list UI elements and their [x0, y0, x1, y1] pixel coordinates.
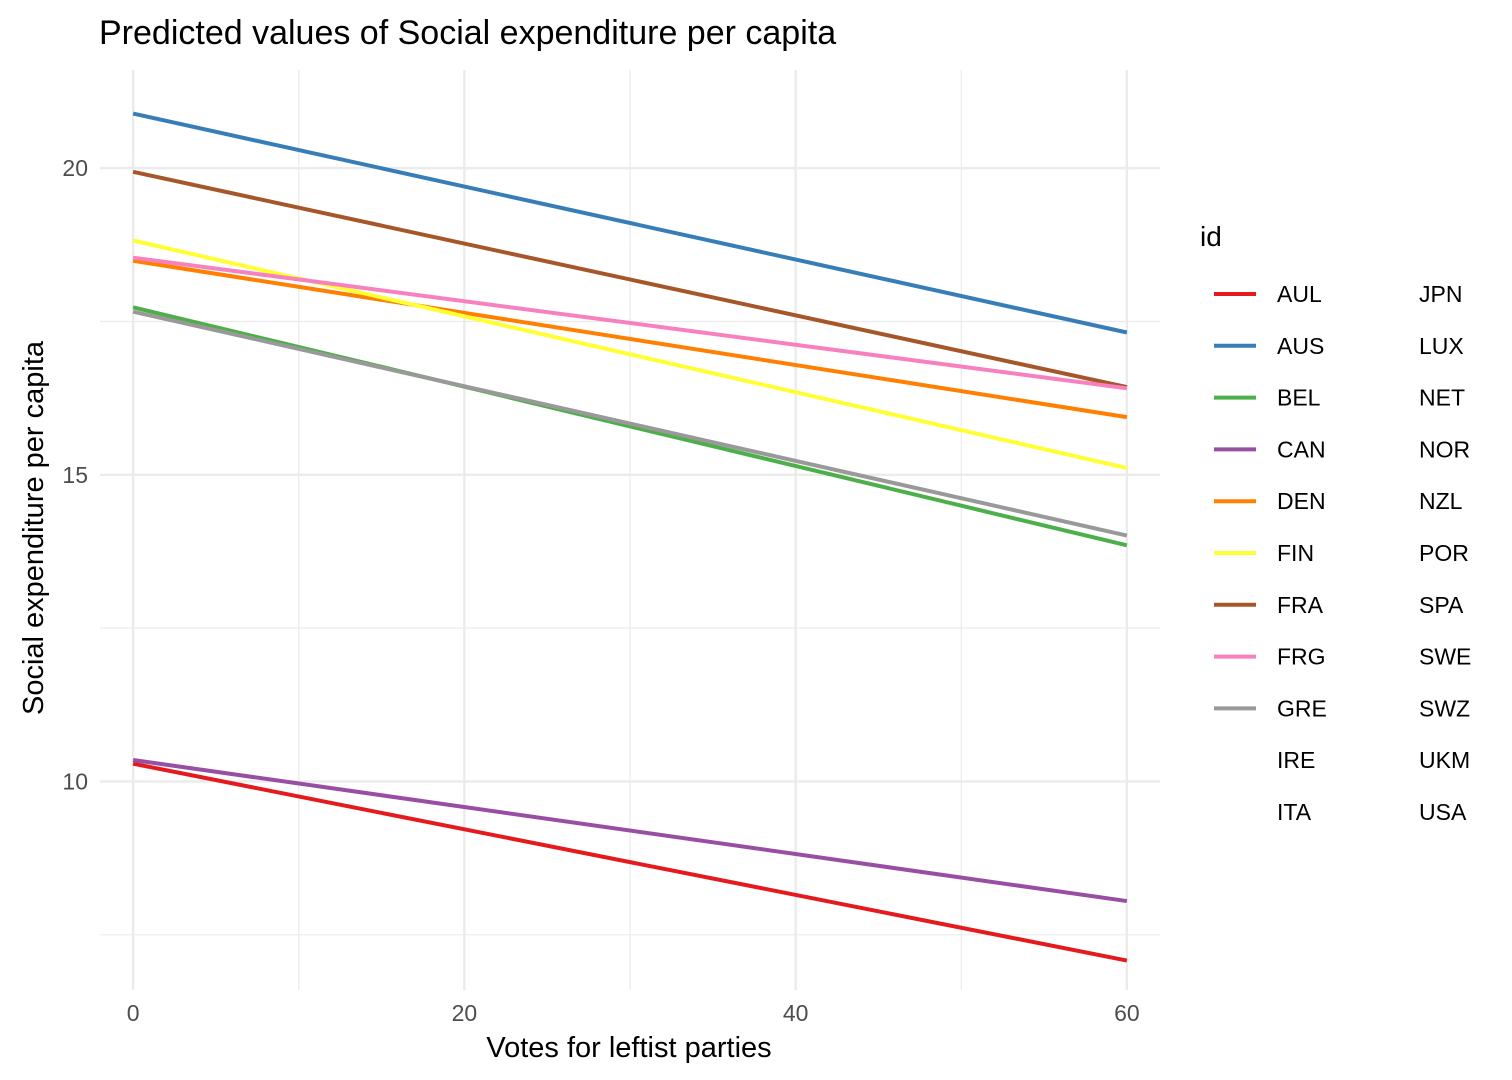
legend-label-fra: FRA	[1277, 592, 1324, 618]
series-line-aul	[132, 761, 1128, 963]
x-tick-label: 60	[1114, 1000, 1140, 1026]
legend-label-spa: SPA	[1419, 592, 1464, 618]
legend-label-aus: AUS	[1277, 333, 1324, 359]
legend: id AUL AUS BEL CAN DEN FIN FRA FRG GRE IRE ITA JPN L…	[1200, 221, 1471, 825]
series-line-gre	[132, 309, 1128, 538]
legend-label-nzl: NZL	[1419, 488, 1463, 514]
legend-label-net: NET	[1419, 385, 1465, 411]
x-axis-title: Votes for leftist parties	[486, 1032, 771, 1064]
legend-label-ukm: UKM	[1419, 747, 1470, 773]
legend-label-nor: NOR	[1419, 436, 1470, 462]
chart-title: Predicted values of Social expenditure p…	[99, 14, 836, 52]
y-tick-label: 15	[62, 462, 88, 488]
x-tick-label: 20	[452, 1000, 478, 1026]
legend-label-por: POR	[1419, 540, 1469, 566]
legend-label-gre: GRE	[1277, 695, 1327, 721]
series-line-fra	[132, 169, 1128, 390]
legend-label-ire: IRE	[1277, 747, 1315, 773]
series-lines	[132, 111, 1128, 963]
series-line-frg	[132, 255, 1128, 391]
series-line-can	[132, 758, 1128, 904]
legend-label-can: CAN	[1277, 436, 1326, 462]
legend-label-ita: ITA	[1277, 799, 1312, 825]
legend-label-aul: AUL	[1277, 281, 1322, 307]
legend-label-usa: USA	[1419, 799, 1467, 825]
tick-labels: 0 20 40 60 10 15 20	[62, 155, 1139, 1026]
y-tick-label: 10	[62, 768, 88, 794]
series-line-aus	[132, 111, 1128, 335]
legend-label-swz: SWZ	[1419, 695, 1470, 721]
legend-label-swe: SWE	[1419, 644, 1471, 670]
legend-label-fin: FIN	[1277, 540, 1314, 566]
y-axis-title: Social expenditure per capita	[18, 340, 50, 715]
y-tick-label: 20	[62, 155, 88, 181]
legend-label-den: DEN	[1277, 488, 1326, 514]
x-tick-label: 40	[783, 1000, 809, 1026]
grid	[100, 70, 1160, 990]
legend-title: id	[1200, 221, 1222, 252]
series-line-den	[132, 258, 1128, 420]
x-tick-label: 0	[127, 1000, 140, 1026]
legend-label-bel: BEL	[1277, 385, 1321, 411]
legend-label-lux: LUX	[1419, 333, 1464, 359]
legend-label-jpn: JPN	[1419, 281, 1462, 307]
legend-label-frg: FRG	[1277, 644, 1326, 670]
